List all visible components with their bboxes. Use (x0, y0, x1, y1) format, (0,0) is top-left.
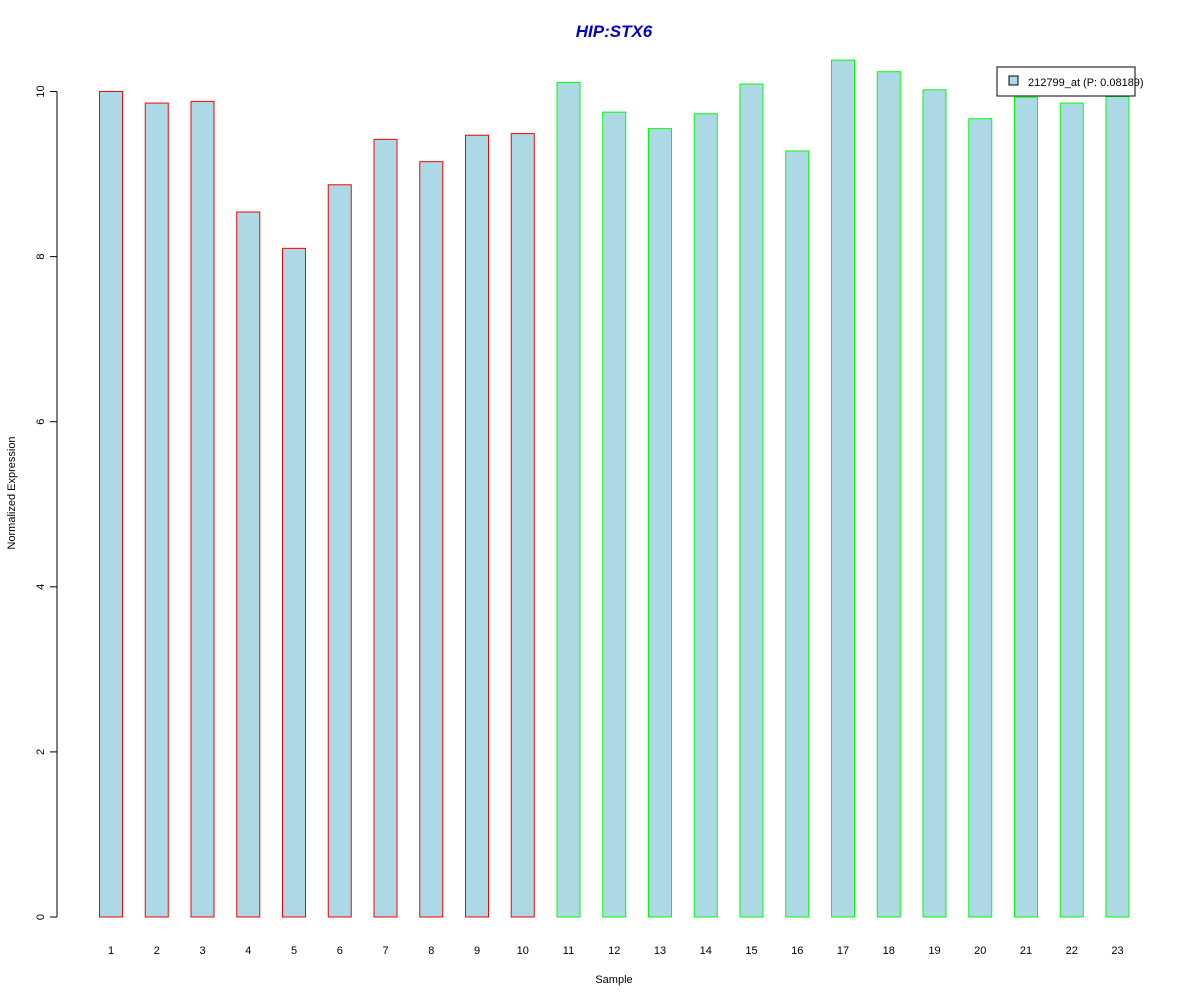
bar-sample-19 (922, 89, 947, 918)
x-tick-label: 4 (245, 945, 251, 957)
x-tick-label: 13 (654, 945, 666, 957)
x-tick-label: 18 (883, 945, 895, 957)
x-tick-label: 7 (382, 945, 388, 957)
bar-sample-13 (648, 128, 672, 918)
x-tick-label: 9 (474, 945, 480, 957)
x-tick-label: 20 (974, 945, 986, 957)
bar-sample-8 (419, 161, 444, 918)
x-tick-label: 16 (791, 945, 803, 957)
bar-sample-20 (968, 118, 993, 918)
bar-sample-22 (1059, 102, 1084, 918)
x-tick-label: 15 (745, 945, 757, 957)
bar-sample-5 (282, 247, 306, 918)
y-axis-label: Normalized Expression (6, 436, 18, 549)
bar-sample-14 (693, 113, 718, 918)
x-tick-label: 8 (428, 945, 434, 957)
bar-sample-11 (556, 81, 581, 918)
bar-sample-6 (327, 184, 352, 918)
legend-box (996, 66, 1136, 97)
bar-sample-9 (465, 134, 489, 918)
bar-sample-4 (236, 211, 261, 918)
y-axis: 0 2 4 6 8 10 (35, 85, 58, 920)
y-tick-label: 10 (35, 85, 47, 97)
bar-sample-3 (190, 100, 215, 918)
y-tick-label: 0 (35, 914, 47, 920)
x-tick-label: 3 (199, 945, 205, 957)
x-tick-label: 21 (1020, 945, 1032, 957)
bar-sample-15 (739, 83, 764, 918)
x-tick-label: 2 (154, 945, 160, 957)
bar-sample-10 (510, 133, 535, 918)
legend-label: 212799_at (P: 0.08189) (1028, 77, 1144, 89)
bar-sample-18 (876, 71, 901, 918)
x-axis-label: Sample (595, 974, 632, 986)
bars-group (99, 59, 1130, 918)
bar-sample-21 (1014, 96, 1038, 918)
bar-sample-12 (602, 111, 627, 918)
x-tick-label: 11 (563, 945, 574, 957)
y-tick-label: 6 (35, 419, 47, 425)
bar-sample-1 (99, 91, 123, 918)
bar-sample-7 (373, 138, 398, 918)
x-tick-label: 19 (928, 945, 940, 957)
x-tick-label: 17 (837, 945, 849, 957)
x-tick-label: 14 (700, 945, 712, 957)
x-tick-label: 23 (1111, 945, 1123, 957)
x-tick-label: 10 (517, 945, 529, 957)
legend: 212799_at (P: 0.08189) (996, 66, 1144, 97)
x-tick-labels: 1 2 3 4 5 6 7 8 9 10 11 12 13 14 15 16 17 18 19 20 21 22 23 (108, 945, 1124, 957)
x-tick-label: 22 (1066, 945, 1078, 957)
bar-sample-2 (144, 102, 169, 918)
y-tick-label: 4 (35, 584, 47, 590)
legend-swatch (1008, 75, 1019, 86)
y-tick-label: 2 (35, 749, 47, 755)
x-tick-label: 6 (337, 945, 343, 957)
bar-sample-16 (785, 150, 810, 918)
x-tick-label: 12 (608, 945, 620, 957)
x-tick-label: 1 (108, 945, 114, 957)
bar-sample-17 (831, 59, 855, 918)
bar-sample-23 (1105, 95, 1130, 918)
x-tick-label: 5 (291, 945, 297, 957)
chart-title: HIP:STX6 (576, 22, 653, 41)
y-tick-label: 8 (35, 254, 47, 260)
